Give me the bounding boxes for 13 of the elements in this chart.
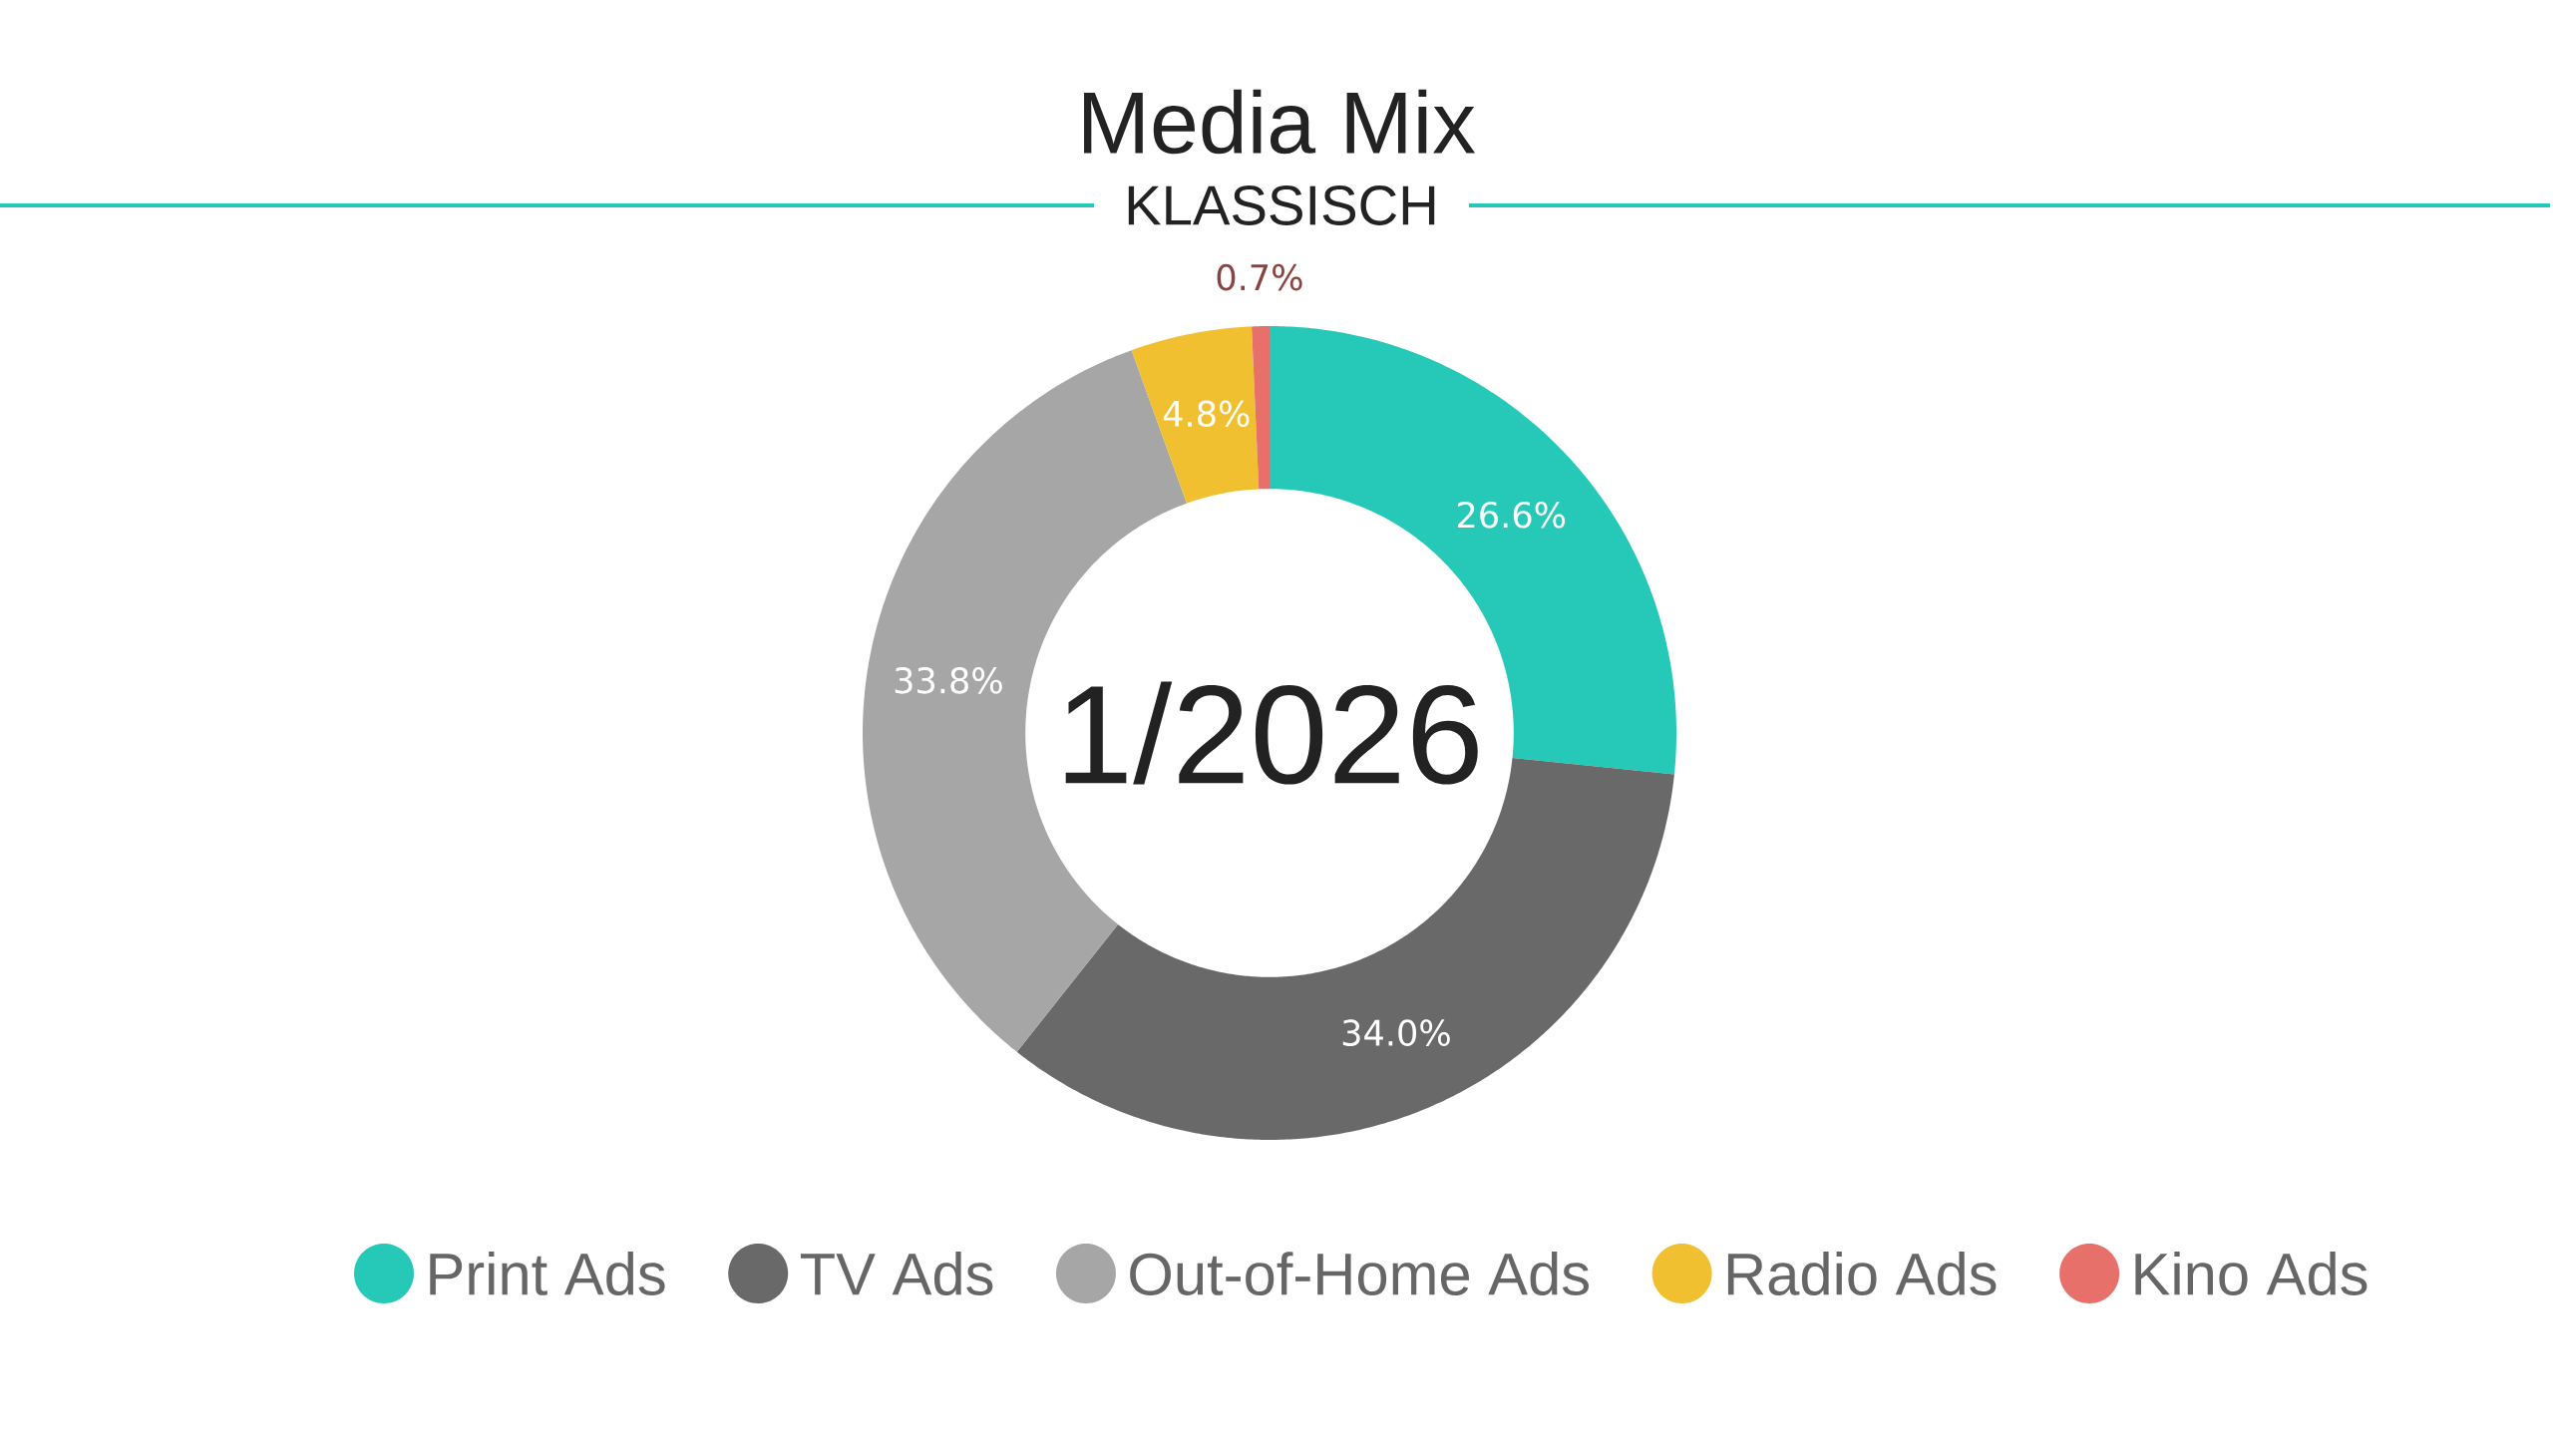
chart-title: Media Mix — [1084, 89, 1476, 155]
legend-label: Radio Ads — [1727, 1252, 1997, 1295]
legend-label: TV Ads — [800, 1252, 993, 1295]
data-label: 4.8% — [1163, 400, 1250, 428]
legend-label: Print Ads — [430, 1252, 665, 1295]
chart-subtitle: KLASSISCH — [1128, 185, 1435, 225]
data-label: 34.0% — [1342, 1019, 1450, 1046]
data-label: 26.6% — [1458, 501, 1566, 529]
legend-label: Kino Ads — [2135, 1252, 2368, 1295]
legend-label: Out-of-Home Ads — [1130, 1252, 1589, 1295]
data-label: 0.7% — [1217, 263, 1302, 291]
text: 1/2026 — [1065, 681, 1478, 785]
data-label: 33.8% — [895, 667, 1002, 694]
